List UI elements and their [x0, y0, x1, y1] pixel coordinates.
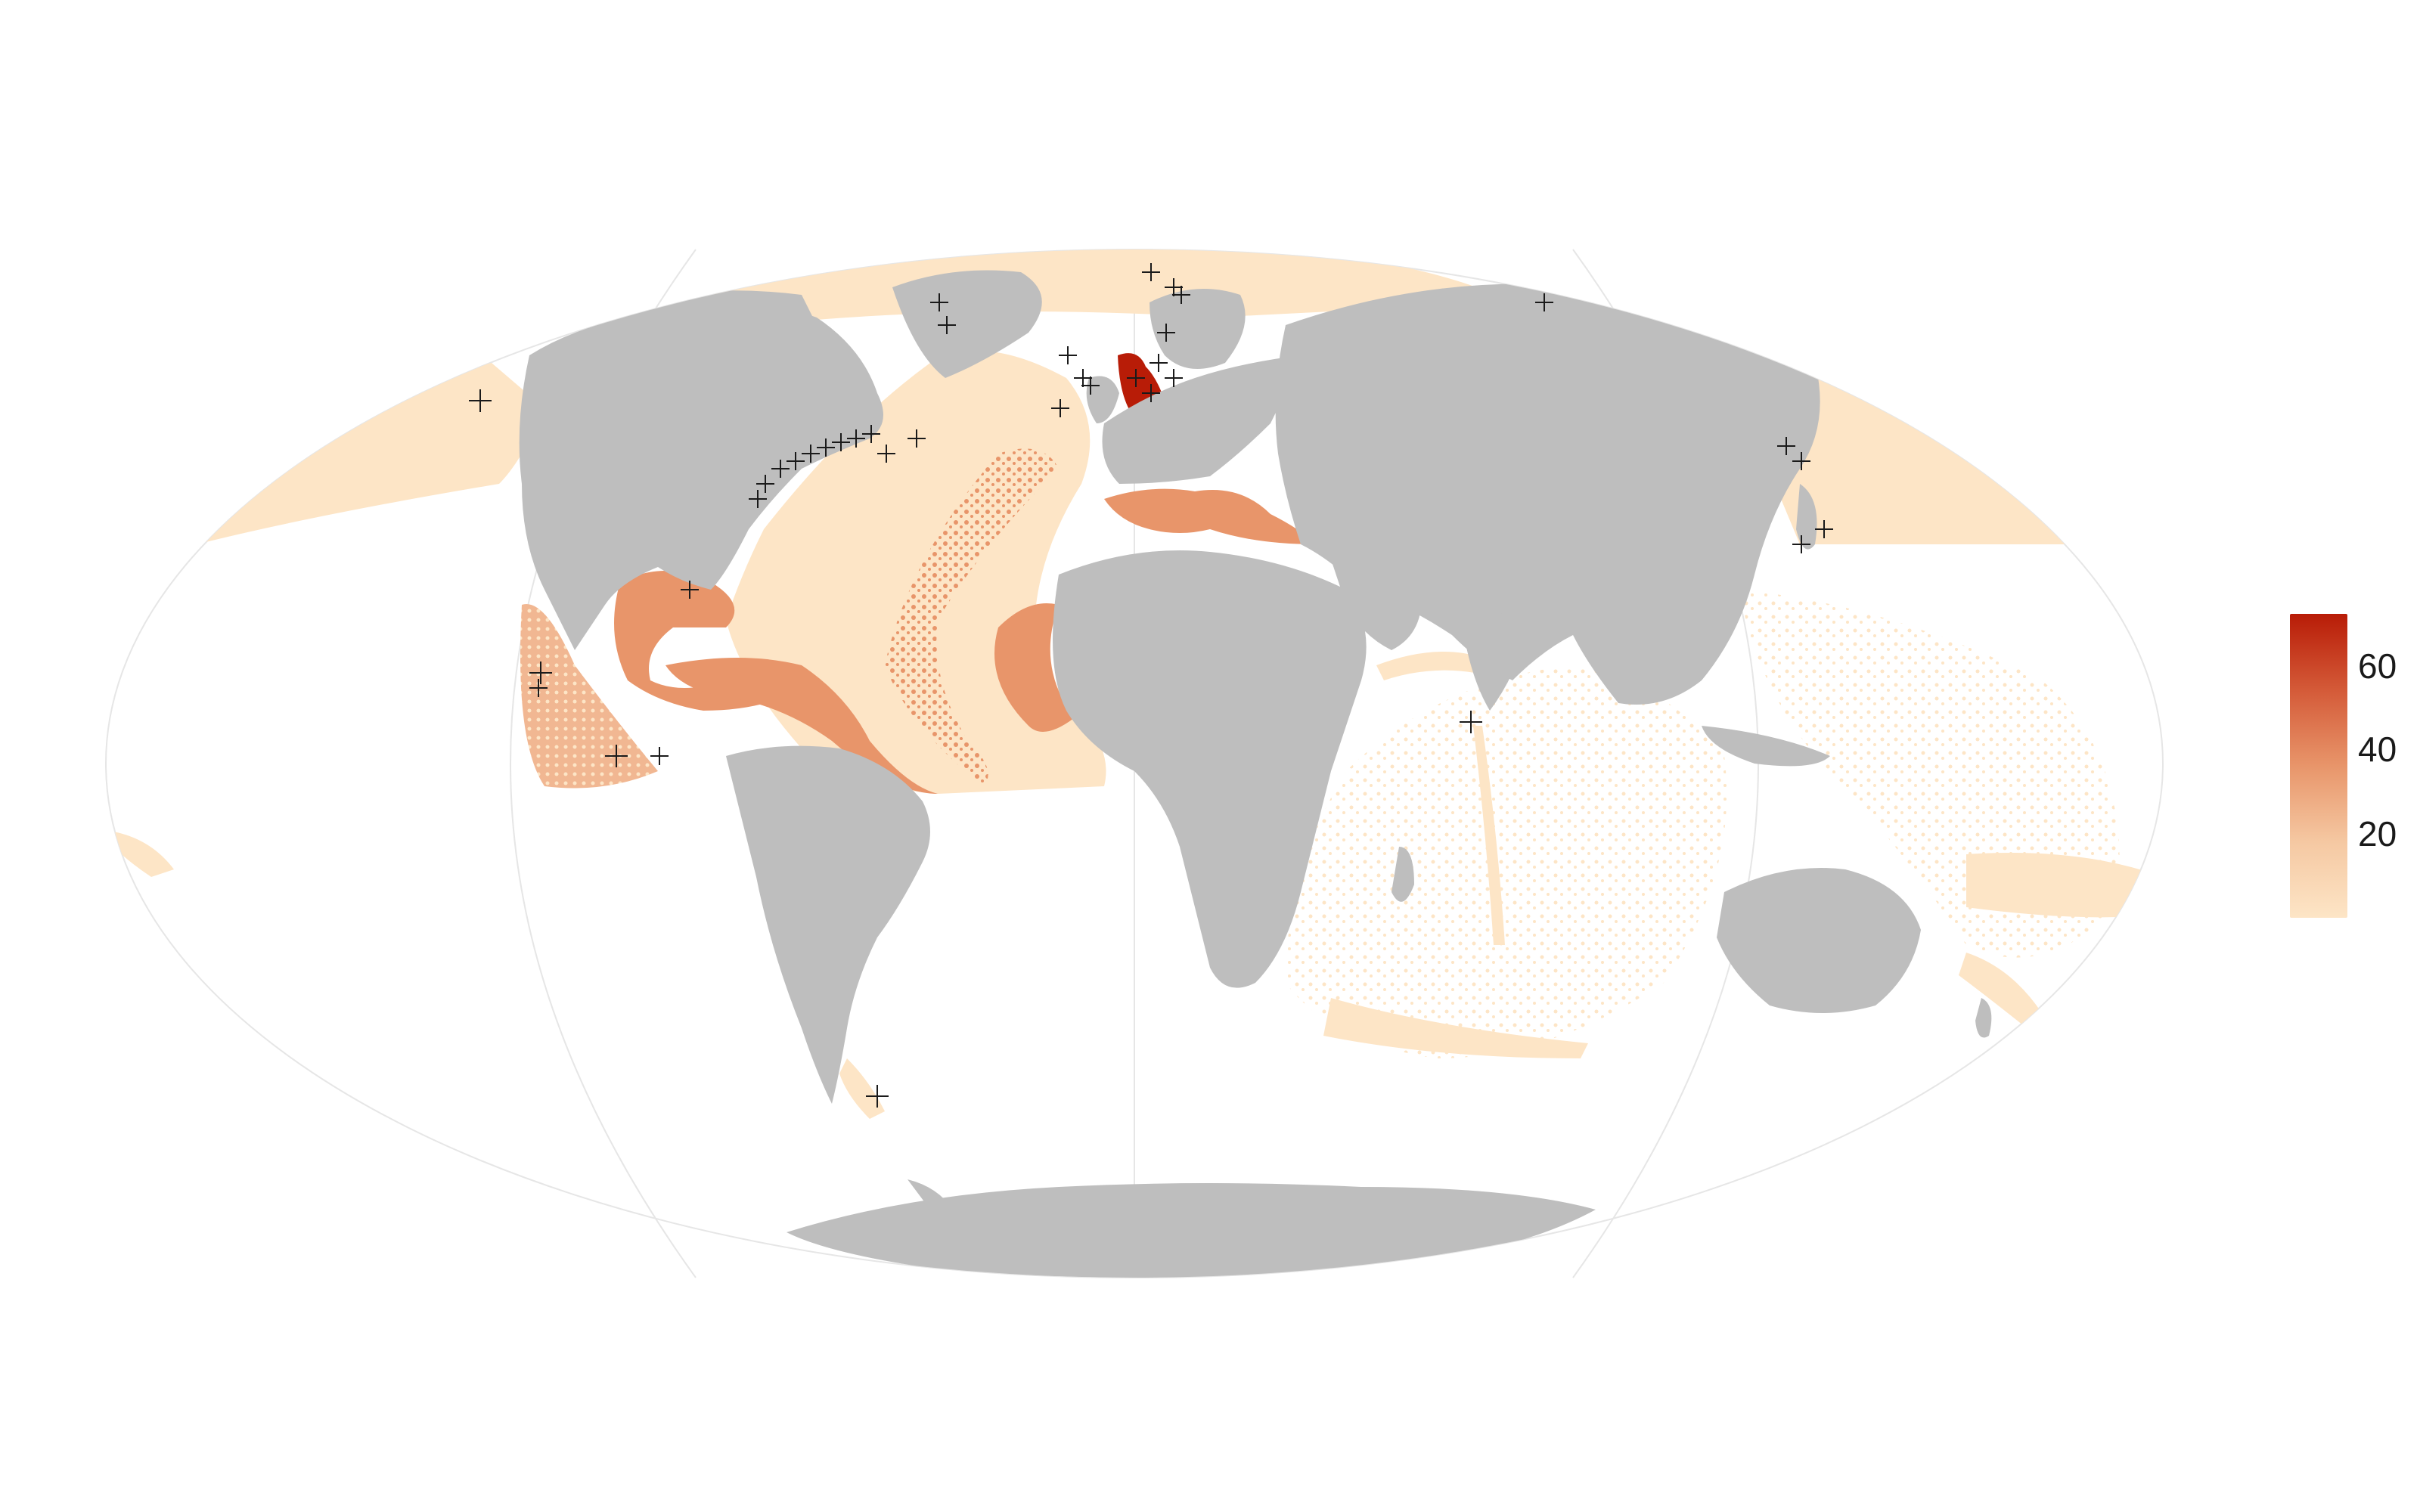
madagascar	[1392, 847, 1414, 902]
africa	[1053, 550, 1367, 988]
mediterranean	[1104, 488, 1316, 544]
marker-indian-ocean	[1460, 711, 1482, 733]
land	[519, 270, 1992, 1278]
indian-coast-band	[1376, 652, 1482, 680]
india	[1460, 605, 1528, 711]
tasman-sea	[1959, 953, 2042, 1028]
legend-tick-60: 60	[2358, 646, 2397, 686]
mid-atlantic-ridge	[885, 448, 1059, 786]
legend-tick-40: 40	[2358, 730, 2397, 769]
scandinavia	[1150, 289, 1246, 369]
north-pacific	[136, 363, 544, 544]
marker-alaska	[469, 389, 492, 412]
europe	[1102, 355, 1301, 484]
atlantic-west-slope	[994, 603, 1074, 732]
british-isles	[1086, 376, 1119, 423]
patagonia-shelf	[839, 1058, 885, 1119]
japan	[1796, 484, 1817, 550]
arabia	[1331, 559, 1422, 650]
marker-chile	[866, 1085, 889, 1108]
west-pacific-band	[1966, 853, 2163, 918]
marker-caribbean	[681, 581, 699, 599]
new-zealand	[1975, 998, 1992, 1038]
marker-cluster-norway	[1142, 263, 1190, 342]
legend-tick-20: 20	[2358, 814, 2397, 854]
south-pacific-west	[113, 832, 174, 877]
marker-cluster-nw-atlantic	[749, 425, 926, 508]
antarctic-peninsula	[908, 1179, 953, 1210]
greenland	[892, 270, 1042, 378]
indonesia	[1702, 726, 1830, 767]
observation-markers	[469, 263, 1833, 1108]
antarctica	[786, 1183, 1596, 1278]
australia	[1717, 868, 1921, 1013]
marker-siberia	[1535, 293, 1553, 311]
color-legend-bar	[2290, 614, 2347, 918]
marker-cluster-central-america	[529, 662, 669, 767]
east-pacific-central-america	[520, 604, 658, 789]
caribbean	[666, 658, 938, 794]
marker-cluster-japan	[1777, 437, 1833, 553]
marker-cluster-iceland	[1051, 346, 1100, 417]
indian-ocean-ridges	[1323, 998, 1588, 1058]
north-america	[519, 304, 883, 650]
south-america	[726, 745, 930, 1104]
marker-cluster-greenland	[930, 293, 956, 334]
marker-cluster-north-sea	[1127, 354, 1183, 402]
indian-ocean-ridge-2	[1473, 726, 1505, 945]
indian-ocean	[1286, 665, 1727, 1058]
